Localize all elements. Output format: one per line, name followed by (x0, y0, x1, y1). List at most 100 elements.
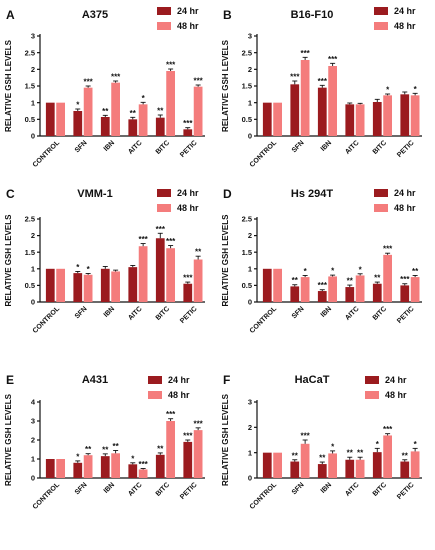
x-category-label: AITC (127, 481, 144, 498)
bar-sfn-24hr (73, 111, 83, 136)
significance-marker: *** (328, 55, 338, 64)
x-category-label: CONTROL (249, 305, 279, 335)
significance-marker: *** (183, 274, 193, 283)
bar-petic-48hr (193, 430, 203, 478)
bar-control-24hr (45, 102, 55, 136)
significance-marker: ** (102, 445, 109, 454)
bar-aitc-24hr (128, 119, 138, 136)
bar-aitc-24hr (128, 267, 138, 302)
significance-marker: ** (195, 248, 202, 257)
significance-marker: *** (183, 432, 193, 441)
significance-marker: *** (166, 410, 176, 419)
bar-aitc-24hr (345, 104, 355, 136)
x-category-label: CONTROL (249, 139, 279, 169)
x-category-label: PETIC (396, 481, 416, 501)
x-category-label: SFN (291, 305, 306, 320)
chart-panel-e: E A431 24 hr 48 hr RELATIVE GSH LEVELS 0 1 2 3 4 C… (4, 373, 205, 511)
y-tick-label: 1 (248, 98, 252, 107)
significance-marker: *** (138, 235, 148, 244)
bar-bitc-48hr (166, 421, 175, 478)
bar-ibn-24hr (100, 456, 110, 478)
x-category-label: PETIC (396, 305, 416, 325)
y-tick-label: 0.5 (25, 115, 35, 124)
x-category-label: SFN (74, 139, 89, 154)
bar-control-24hr (262, 452, 272, 478)
y-tick-label: 2.5 (25, 48, 35, 57)
bar-ibn-48hr (111, 453, 120, 478)
panel-title: A431 (82, 374, 108, 386)
bar-bitc-48hr (166, 248, 175, 302)
legend-label-48hr: 48 hr (394, 21, 416, 31)
significance-marker: *** (138, 460, 148, 469)
significance-marker: *** (111, 73, 121, 82)
bar-petic-24hr (400, 94, 410, 136)
bar-aitc-48hr (355, 275, 365, 302)
y-tick-label: 3 (31, 417, 35, 426)
bar-petic-24hr (183, 441, 193, 478)
bar-ibn-48hr (111, 82, 120, 136)
bar-sfn-24hr (290, 286, 300, 302)
x-category-label: SFN (291, 481, 306, 496)
y-axis-label: RELATIVE GSH LEVELS (221, 393, 230, 486)
significance-marker: *** (300, 432, 310, 441)
y-tick-label: 1 (248, 448, 252, 457)
legend-swatch-24hr (374, 189, 388, 197)
significance-marker: ** (130, 109, 137, 118)
panel-letter: A (6, 8, 15, 22)
x-category-label: PETIC (396, 139, 416, 159)
significance-marker: * (414, 85, 418, 94)
significance-marker: ** (357, 449, 364, 458)
panel-title: VMM-1 (77, 188, 112, 200)
significance-marker: *** (193, 77, 203, 86)
x-category-label: AITC (344, 481, 361, 498)
bar-sfn-48hr (83, 455, 93, 478)
y-tick-label: 4 (31, 398, 36, 407)
bar-control-48hr (273, 268, 282, 302)
x-category-label: CONTROL (249, 481, 279, 511)
legend-swatch-48hr (148, 391, 162, 399)
x-category-label: PETIC (179, 481, 199, 501)
bar-ibn-48hr (328, 66, 337, 136)
bar-petic-24hr (183, 129, 193, 136)
bar-bitc-24hr (372, 102, 382, 136)
y-tick-label: 0 (248, 132, 252, 141)
bar-bitc-48hr (166, 71, 175, 136)
bar-control-48hr (56, 102, 65, 136)
bar-aitc-24hr (128, 464, 138, 478)
bar-control-48hr (56, 268, 65, 302)
legend-swatch-48hr (374, 22, 388, 30)
y-tick-label: 1.5 (242, 82, 252, 91)
significance-marker: ** (412, 267, 419, 276)
legend-swatch-24hr (148, 376, 162, 384)
x-category-label: CONTROL (32, 139, 62, 169)
significance-marker: *** (166, 237, 176, 246)
y-tick-label: 1 (31, 98, 35, 107)
bar-aitc-48hr (355, 104, 365, 136)
significance-marker: * (376, 440, 380, 449)
legend-swatch-48hr (365, 391, 379, 399)
significance-marker: *** (183, 119, 193, 128)
y-tick-label: 3 (248, 32, 252, 41)
significance-marker: ** (347, 277, 354, 286)
y-tick-label: 2 (31, 65, 35, 74)
y-tick-label: 2 (248, 231, 252, 240)
significance-marker: *** (318, 281, 328, 290)
significance-marker: *** (400, 275, 410, 284)
bar-ibn-24hr (100, 117, 110, 136)
chart-panel-d: D Hs 294T 24 hr 48 hr RELATIVE GSH LEVELS 0 0.… (221, 187, 422, 335)
significance-marker: ** (113, 442, 120, 451)
x-category-label: IBN (103, 139, 116, 152)
x-category-label: BITC (155, 139, 172, 156)
bar-ibn-24hr (100, 268, 110, 302)
bar-petic-24hr (183, 283, 193, 302)
bar-aitc-48hr (355, 459, 365, 478)
panel-letter: F (223, 373, 230, 387)
significance-marker: *** (166, 61, 176, 70)
y-axis-label: RELATIVE GSH LEVELS (4, 393, 13, 486)
x-category-label: BITC (372, 305, 389, 322)
significance-marker: * (87, 265, 91, 274)
legend-swatch-48hr (157, 204, 171, 212)
significance-marker: * (386, 86, 390, 95)
significance-marker: *** (383, 425, 393, 434)
